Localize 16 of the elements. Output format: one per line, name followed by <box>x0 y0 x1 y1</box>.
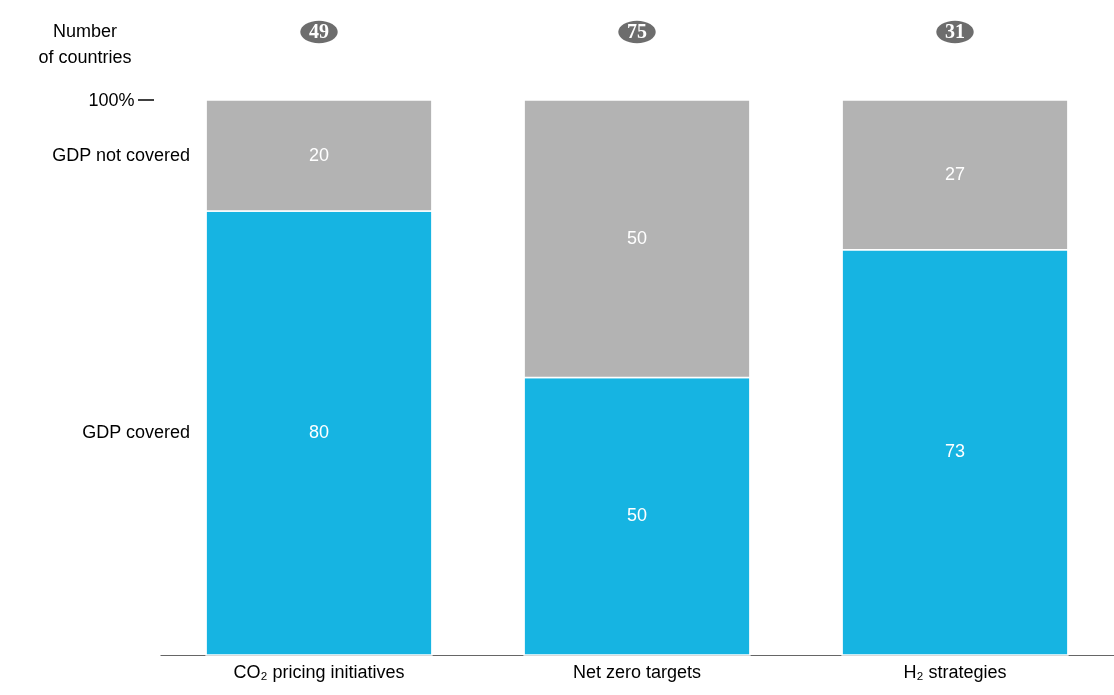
x-tick-label: CO₂ pricing initiatives <box>233 661 405 682</box>
data-label: 50 <box>626 505 648 526</box>
data-label: 20 <box>308 144 330 165</box>
text: Number of countries <box>38 21 132 67</box>
x-tick-label: Net zero targets <box>572 661 702 682</box>
text: 75 <box>627 20 647 42</box>
data-label: 50 <box>626 227 648 248</box>
x-tick-label: H₂ strategies <box>903 661 1007 682</box>
text: 31 <box>945 20 965 42</box>
data-label: 73 <box>944 441 966 462</box>
text: 49 <box>309 20 329 42</box>
series-label: GDP covered <box>82 422 190 442</box>
series-label: GDP not covered <box>52 144 190 165</box>
y-tick-label: 100% <box>88 89 135 110</box>
data-label: 27 <box>944 163 966 184</box>
data-label: 80 <box>308 422 330 442</box>
